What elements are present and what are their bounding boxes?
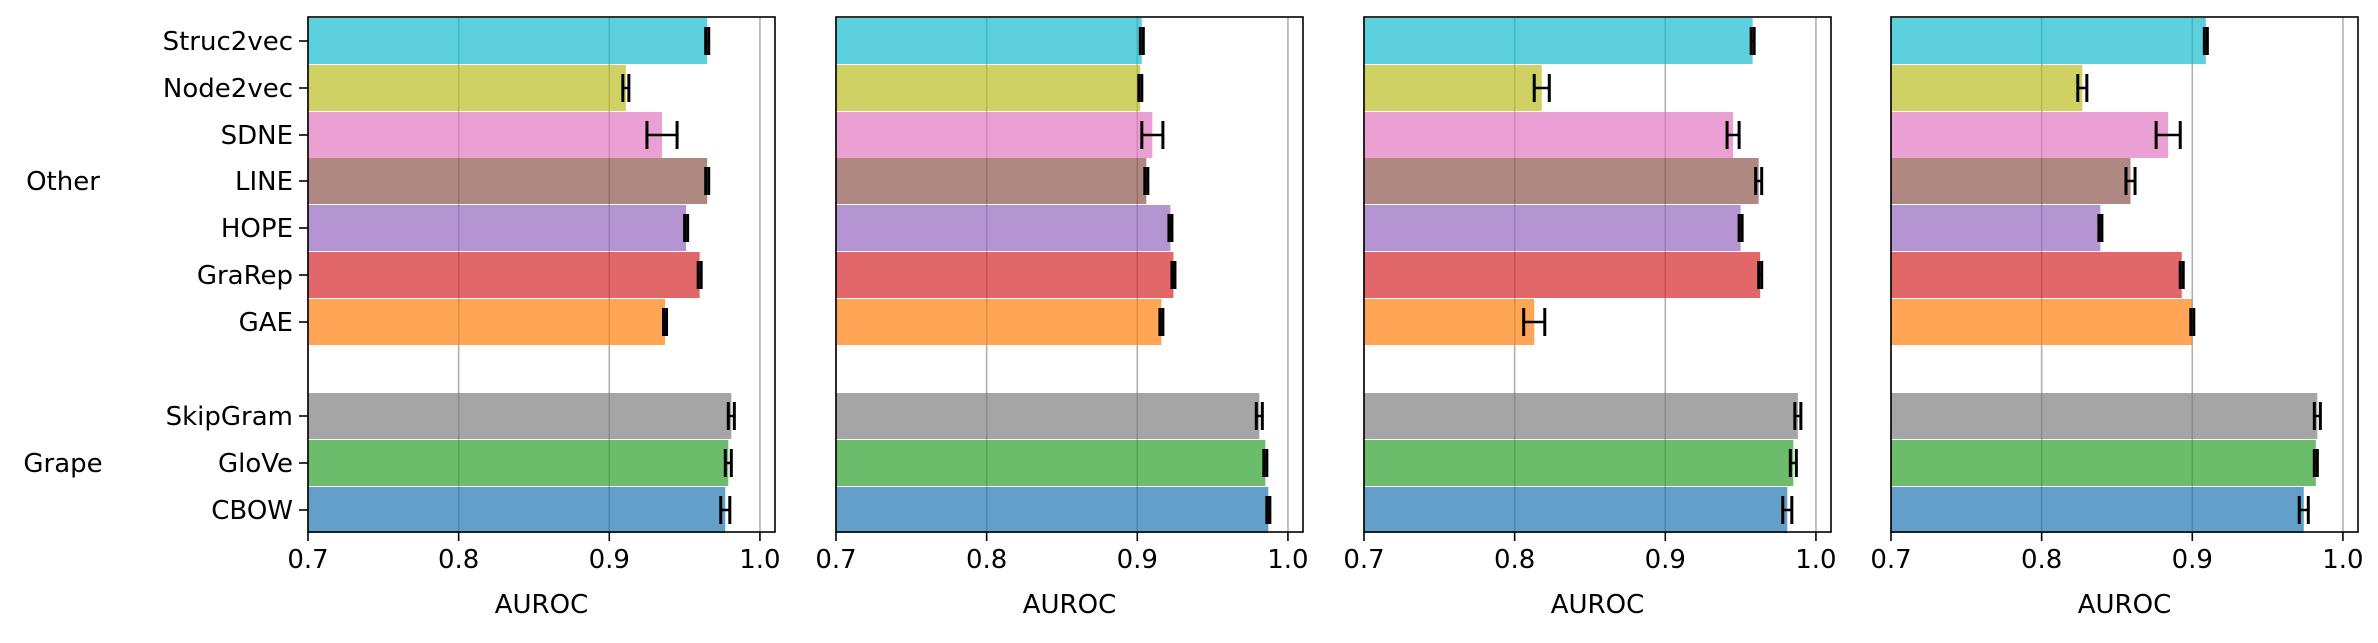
- bar-p2-grarep: [836, 252, 1174, 298]
- bar-p4-grarep: [1891, 252, 2182, 298]
- bar-p3-gae: [1364, 299, 1535, 345]
- ytick-label-node2vec: Node2vec: [163, 74, 293, 104]
- bar-p1-grarep: [308, 252, 700, 298]
- xtick-label-p3-2: 0.9: [1645, 545, 1686, 575]
- xtick-label-p4-1: 0.8: [2021, 545, 2062, 575]
- xlabel-p3: AUROC: [1551, 590, 1645, 620]
- xtick-label-p2-3: 1.0: [1267, 545, 1308, 575]
- bar-p3-node2vec: [1364, 65, 1542, 111]
- bar-p2-line: [836, 158, 1147, 204]
- bar-p2-gae: [836, 299, 1162, 345]
- ytick-label-skipgram: SkipGram: [166, 402, 293, 432]
- bar-p4-glove: [1891, 440, 2316, 486]
- xtick-label-p3-1: 0.8: [1494, 545, 1535, 575]
- bar-p2-hope: [836, 205, 1171, 251]
- bar-p4-node2vec: [1891, 65, 2083, 111]
- xtick-label-p3-3: 1.0: [1795, 545, 1836, 575]
- bar-p2-cbow: [836, 487, 1269, 533]
- xtick-label-p4-3: 1.0: [2322, 545, 2363, 575]
- xtick-label-p4-0: 0.7: [1870, 545, 1911, 575]
- xtick-label-p2-0: 0.7: [815, 545, 856, 575]
- ytick-label-grarep: GraRep: [197, 261, 293, 291]
- bar-p1-glove: [308, 440, 729, 486]
- ytick-label-glove: GloVe: [218, 449, 293, 479]
- bar-p4-sdne: [1891, 112, 2169, 158]
- bar-p4-struc2vec: [1891, 18, 2206, 64]
- bar-p1-skipgram: [308, 393, 732, 439]
- bar-p1-cbow: [308, 487, 726, 533]
- axes-frame-p4: [1890, 16, 2359, 533]
- bar-p3-struc2vec: [1364, 18, 1753, 64]
- bar-p1-gae: [308, 299, 666, 345]
- ytick-label-gae: GAE: [239, 308, 293, 338]
- bar-p3-sdne: [1364, 112, 1734, 158]
- xlabel-p1: AUROC: [495, 590, 589, 620]
- bar-p4-cbow: [1891, 487, 2304, 533]
- bar-p4-line: [1891, 158, 2131, 204]
- bar-p3-line: [1364, 158, 1759, 204]
- ytick-label-sdne: SDNE: [221, 121, 293, 151]
- xtick-label-p1-2: 0.9: [589, 545, 630, 575]
- group-label-other: Other: [26, 167, 100, 197]
- group-label-grape: Grape: [23, 449, 102, 479]
- bar-p1-struc2vec: [308, 18, 708, 64]
- xlabel-p2: AUROC: [1023, 590, 1117, 620]
- xtick-label-p1-1: 0.8: [438, 545, 479, 575]
- axes-frame-p3: [1363, 16, 1832, 533]
- bar-p1-sdne: [308, 112, 663, 158]
- xtick-label-p2-1: 0.8: [966, 545, 1007, 575]
- ytick-label-cbow: CBOW: [211, 496, 293, 526]
- xtick-label-p4-2: 0.9: [2172, 545, 2213, 575]
- bar-p4-hope: [1891, 205, 2101, 251]
- xtick-label-p2-2: 0.9: [1117, 545, 1158, 575]
- bar-p1-node2vec: [308, 65, 626, 111]
- bar-p3-skipgram: [1364, 393, 1798, 439]
- ytick-label-hope: HOPE: [221, 214, 293, 244]
- bar-p3-grarep: [1364, 252, 1761, 298]
- axes-frame-p2: [835, 16, 1304, 533]
- xtick-label-p1-0: 0.7: [287, 545, 328, 575]
- bar-p3-glove: [1364, 440, 1794, 486]
- bar-p2-skipgram: [836, 393, 1260, 439]
- bar-p1-hope: [308, 205, 687, 251]
- bar-p2-node2vec: [836, 65, 1141, 111]
- xlabel-p4: AUROC: [2078, 590, 2172, 620]
- bar-p1-line: [308, 158, 708, 204]
- ytick-label-line: LINE: [235, 167, 293, 197]
- bar-p2-sdne: [836, 112, 1153, 158]
- bar-p4-gae: [1891, 299, 2193, 345]
- bar-p2-glove: [836, 440, 1266, 486]
- xtick-label-p1-3: 1.0: [739, 545, 780, 575]
- bar-p3-hope: [1364, 205, 1741, 251]
- bar-p4-skipgram: [1891, 393, 2318, 439]
- bar-p2-struc2vec: [836, 18, 1142, 64]
- ytick-label-struc2vec: Struc2vec: [163, 27, 293, 57]
- bar-p3-cbow: [1364, 487, 1788, 533]
- xtick-label-p3-0: 0.7: [1343, 545, 1384, 575]
